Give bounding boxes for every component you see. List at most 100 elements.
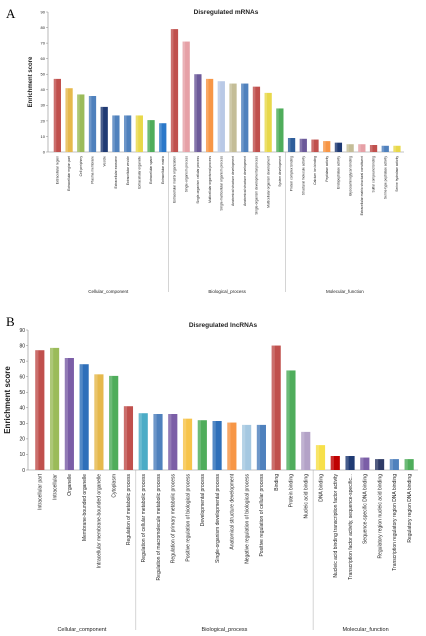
- panel-a-category-label: Sulfur compound binding: [372, 156, 376, 193]
- panel-b-group-label: Molecular_function: [342, 627, 388, 633]
- panel-a-y-axis-label: Enrichment score: [28, 56, 34, 107]
- panel-b-bar-highlight: [345, 456, 349, 470]
- panel-b-bar-highlight: [404, 459, 408, 470]
- panel-b-bar: [315, 445, 326, 470]
- panel-a-chart: A Disregulated mRNAs 0 10 20 30 40 50 60 70 80 90 E…: [6, 6, 404, 294]
- panel-b-bar-highlight: [168, 414, 172, 470]
- panel-a-bar-highlight: [287, 138, 291, 152]
- panel-a-y-tick-label: 90: [41, 9, 46, 14]
- panel-b-bar-highlight: [94, 374, 98, 470]
- panel-a-bar-highlight: [323, 141, 326, 152]
- panel-a-category-label: Single-organism cellular process: [196, 156, 200, 204]
- panel-a-bar-highlight: [65, 88, 68, 152]
- panel-b-y-tick-label: 30: [19, 421, 25, 427]
- panel-b-category-label: Regulation of primary metabolic process: [171, 474, 177, 564]
- panel-b-bar-highlight: [315, 445, 320, 470]
- panel-a-bar-highlight: [241, 83, 244, 152]
- panel-a-bar-highlight: [124, 115, 127, 152]
- panel-b-bar: [153, 414, 163, 470]
- panel-a-bar: [147, 120, 155, 152]
- panel-a-bar-highlight: [381, 145, 385, 152]
- panel-b-category-label: Positive regulation of biological proces…: [185, 474, 191, 562]
- panel-b-category-label: Membrane-bounded organelle: [82, 474, 88, 541]
- panel-a-bar: [112, 115, 120, 152]
- panel-a-bar-highlight: [194, 74, 197, 152]
- panel-a-category-label: Vesicle: [102, 156, 106, 167]
- panel-b-category-label: Regulation of metabolic process: [126, 474, 132, 546]
- panel-b-category-label: Binding: [274, 474, 280, 491]
- panel-b-bar: [197, 420, 207, 470]
- panel-b-category-label: Negative regulation of biological proces…: [244, 474, 250, 564]
- panel-b-y-tick-label: 60: [19, 374, 25, 380]
- panel-a-bar: [311, 139, 319, 152]
- panel-b-bar-highlight: [242, 424, 246, 470]
- panel-b-category-label: Regulation of macromolecule metabolic pr…: [156, 474, 162, 581]
- panel-a-bar: [393, 145, 401, 152]
- panel-b-bar-highlight: [123, 406, 128, 470]
- panel-b-bar: [242, 424, 252, 470]
- panel-a-bar-highlight: [217, 81, 221, 152]
- panel-b-bar: [35, 350, 45, 470]
- panel-b-bar: [227, 422, 237, 470]
- panel-a-bar-highlight: [276, 108, 279, 152]
- panel-a-bar: [323, 141, 331, 152]
- panel-b-category-label: Intracellular: [52, 474, 58, 500]
- panel-a-letter: A: [6, 6, 16, 21]
- panel-a-y-tick-label: 30: [41, 103, 46, 108]
- panel-a-category-label: Protein complex binding: [290, 156, 294, 191]
- panel-b-bar: [256, 424, 266, 470]
- panel-a-bar: [287, 138, 296, 152]
- panel-a-category-label: Structural molecule activity: [301, 156, 305, 196]
- panel-b-bar: [212, 421, 222, 470]
- panel-a-bar-highlight: [346, 144, 350, 152]
- panel-a-bar-highlight: [205, 78, 209, 152]
- panel-a-y-tick-label: 10: [41, 134, 46, 139]
- panel-a-bar: [358, 144, 366, 152]
- panel-a-category-label: Serine-type peptidase activity: [383, 156, 387, 199]
- panel-a-y-tick-label: 50: [41, 72, 46, 77]
- panel-a-group-label: Cellular_component: [88, 289, 129, 294]
- panel-b-category-label: Regulatory region nucleic acid binding: [377, 474, 383, 559]
- panel-a-bar: [252, 86, 261, 152]
- panel-a-category-label: Anatomical structure development: [231, 156, 235, 206]
- panel-b-y-tick-label: 20: [19, 437, 25, 443]
- panel-b-bar: [375, 459, 385, 470]
- panel-a-category-label: Extracellular matrix structural constitu…: [360, 156, 364, 215]
- panel-b-bar: [79, 364, 89, 470]
- panel-a-category-label: Calcium ion binding: [313, 156, 317, 185]
- panel-b-category-label: Protein binding: [289, 474, 295, 508]
- panel-b-bar-highlight: [50, 347, 54, 470]
- panel-a-category-label: Peptidase activity: [325, 156, 329, 182]
- panel-a-title: Disregulated mRNAs: [194, 9, 259, 16]
- panel-b-category-label: Sequence-specific DNA binding: [363, 474, 369, 544]
- panel-a-bar: [264, 92, 272, 152]
- panel-a-bar-highlight: [358, 144, 361, 152]
- panel-a-category-label: Extracellular space: [149, 156, 153, 184]
- panel-a-bar-highlight: [88, 96, 92, 152]
- panel-a-bar-highlight: [170, 29, 174, 152]
- panel-a-bar: [217, 81, 225, 152]
- panel-a-category-label: Cell periphery: [79, 156, 83, 177]
- panel-b-bar-highlight: [360, 457, 364, 470]
- panel-a-bar: [276, 108, 284, 152]
- panel-b-category-label: Cytoplasm: [111, 474, 117, 498]
- panel-a-y-tick-label: 40: [41, 87, 46, 92]
- panel-b-category-label: Nucleic acid binding: [303, 474, 309, 519]
- panel-a-bar-highlight: [135, 115, 139, 152]
- panel-b-bar-highlight: [330, 456, 334, 470]
- panel-b-bar-highlight: [227, 422, 231, 470]
- panel-b-category-label: Transcription factor activity, sequence-…: [348, 474, 354, 580]
- panel-a-bar: [135, 115, 143, 152]
- panel-a-category-label: Single-organism developmental process: [255, 156, 259, 215]
- panel-a-category-label: Anatomical structure development: [243, 156, 247, 206]
- panel-b-bar: [168, 414, 178, 470]
- panel-b-bar: [182, 418, 193, 470]
- panel-a-category-label: Extracellular organelle: [137, 156, 141, 189]
- panel-a-category-label: Glycosaminoglycan binding: [348, 156, 352, 196]
- panel-a-category-label: System development: [278, 156, 282, 187]
- panel-b-bar: [360, 457, 370, 470]
- panel-b-bar: [330, 456, 340, 470]
- panel-b-bar: [404, 459, 414, 470]
- panel-b-bar: [301, 431, 311, 470]
